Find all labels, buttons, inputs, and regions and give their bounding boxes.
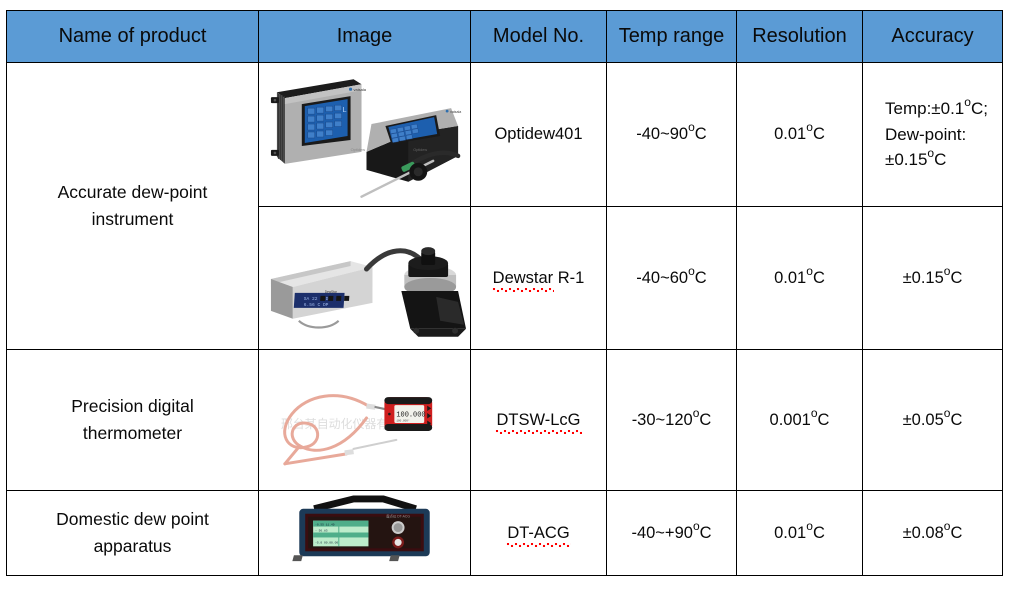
svg-text:vaisala: vaisala	[354, 87, 367, 92]
svg-text:100.000°: 100.000°	[396, 418, 410, 422]
svg-text:DewStar: DewStar	[325, 290, 337, 294]
svg-text:100.000: 100.000	[396, 412, 425, 420]
svg-text:6.56 C DP: 6.56 C DP	[304, 302, 329, 308]
svg-text:SA 22 C DP: SA 22 C DP	[304, 296, 332, 302]
svg-text:-0.55 11.49: -0.55 11.49	[315, 524, 335, 527]
svg-text:-5.0 00.00.00: -5.0 00.00.00	[315, 541, 338, 544]
svg-text:Optidew: Optidew	[351, 147, 366, 152]
svg-text:露点仪 DT-ACG: 露点仪 DT-ACG	[386, 514, 410, 519]
svg-text:vaisala: vaisala	[450, 110, 461, 114]
svg-text:L: L	[343, 107, 347, 114]
svg-text:- 56.83: - 56.83	[315, 530, 328, 533]
svg-text:Optidew: Optidew	[413, 148, 427, 152]
